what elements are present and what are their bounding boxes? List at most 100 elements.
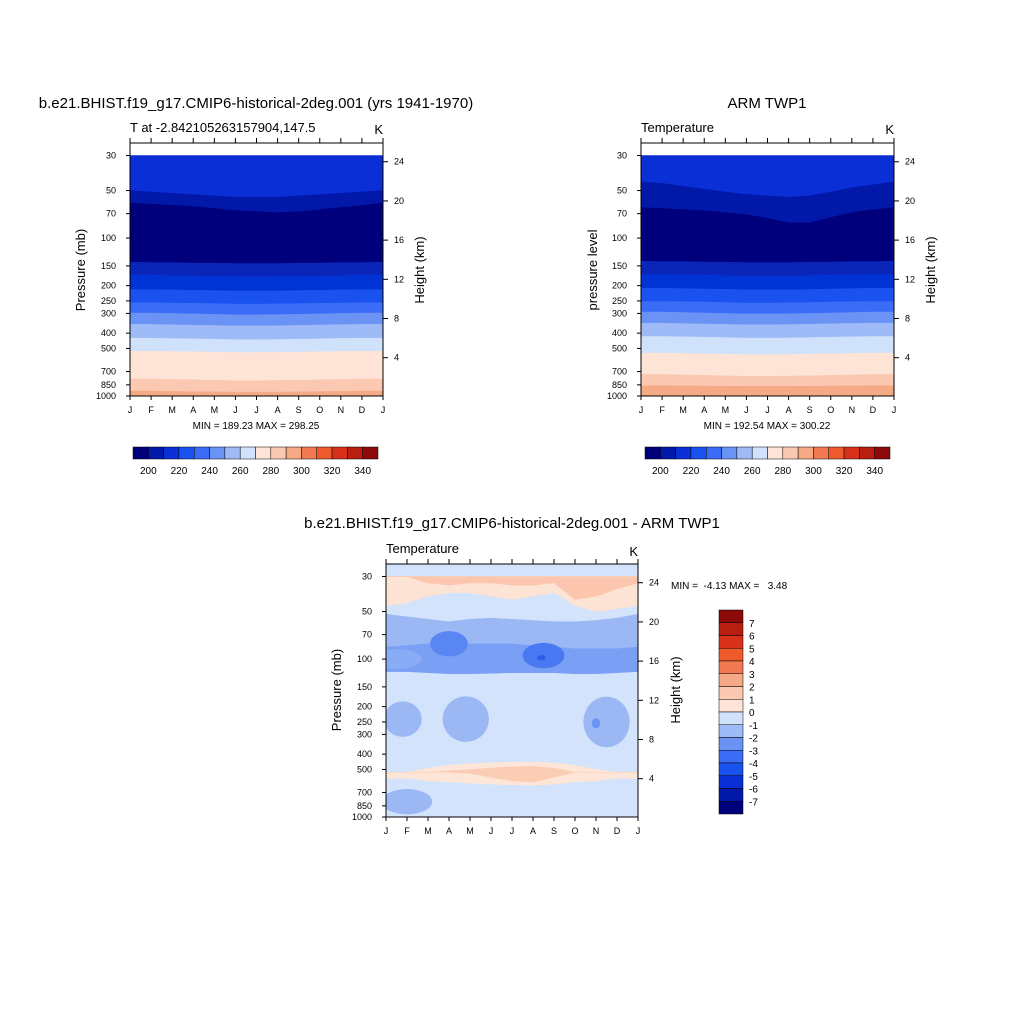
colorbar-swatch: [132, 446, 149, 460]
colorbar-label: 6: [749, 632, 755, 643]
colorbar-swatch: [718, 686, 744, 700]
colorbar-label: 220: [171, 466, 188, 477]
colorbar-swatch: [331, 446, 348, 460]
colorbar-swatch: [797, 446, 814, 460]
y-tick-label: 700: [357, 788, 372, 798]
contour-band: [640, 385, 895, 397]
colorbar-label: 340: [866, 466, 883, 477]
y-right-tick-label: 12: [649, 695, 659, 705]
y-tick-label: 700: [612, 367, 627, 377]
colorbar-swatch: [194, 446, 210, 460]
x-tick-label: J: [636, 826, 641, 836]
contour-band: [129, 324, 384, 340]
y-right-tick-label: 12: [905, 274, 915, 284]
contour-band: [129, 155, 384, 198]
y-tick-label: 70: [106, 209, 116, 219]
colorbar-label: 260: [744, 466, 761, 477]
y-right-tick-label: 4: [394, 353, 399, 363]
colorbar-label: 300: [805, 466, 822, 477]
colorbar-label: 260: [232, 466, 249, 477]
min-max-label: MIN = 189.23 MAX = 298.25: [193, 421, 320, 432]
colorbar-label: 0: [749, 708, 755, 719]
colorbar-label: -6: [749, 785, 758, 796]
x-tick-label: M: [211, 405, 219, 415]
colorbar-swatch: [718, 801, 744, 815]
panel-units: K: [629, 544, 638, 559]
contour-plot: [129, 155, 384, 397]
colorbar-swatch: [751, 446, 768, 460]
y-right-tick-label: 8: [905, 314, 910, 324]
y-tick-label: 850: [612, 380, 627, 390]
contour-blob: [386, 648, 422, 670]
y-tick-label: 200: [101, 281, 116, 291]
contour-blob: [442, 696, 489, 742]
colorbar-swatch: [706, 446, 722, 460]
colorbar-swatch: [874, 446, 891, 460]
y-tick-label: 400: [612, 328, 627, 338]
x-tick-label: D: [359, 405, 366, 415]
contour-band: [386, 766, 638, 783]
y-axis-label: Pressure (mb): [329, 649, 344, 731]
colorbar-label: 320: [836, 466, 853, 477]
panel-title: b.e21.BHIST.f19_g17.CMIP6-historical-2de…: [304, 515, 720, 532]
x-tick-label: M: [424, 826, 432, 836]
colorbar-swatch: [270, 446, 287, 460]
x-tick-label: J: [639, 405, 644, 415]
colorbar-label: -7: [749, 797, 758, 808]
min-max-label: MIN = -4.13 MAX = 3.48: [671, 581, 788, 592]
colorbar-swatch: [828, 446, 845, 460]
x-tick-label: A: [190, 405, 196, 415]
colorbar-swatch: [178, 446, 195, 460]
y-tick-label: 50: [362, 607, 372, 617]
y-tick-label: 30: [617, 151, 627, 161]
colorbar-swatch: [644, 446, 661, 460]
colorbar-label: -3: [749, 746, 758, 757]
contour-blob: [583, 696, 630, 748]
y-axis-right-label: Height (km): [668, 656, 683, 723]
y-right-tick-label: 16: [394, 235, 404, 245]
colorbar-swatch: [224, 446, 241, 460]
y-tick-label: 150: [357, 682, 372, 692]
contour-plot: [385, 564, 639, 817]
y-tick-label: 400: [101, 328, 116, 338]
colorbar-label: 220: [683, 466, 700, 477]
panel-units: K: [374, 122, 383, 137]
colorbar-swatch: [721, 446, 738, 460]
y-tick-label: 150: [101, 261, 116, 271]
colorbar-swatch: [718, 724, 744, 738]
panel-subtitle-left: T at -2.842105263157904,147.5: [130, 120, 316, 135]
colorbar-swatch: [285, 446, 302, 460]
y-right-tick-label: 4: [905, 353, 910, 363]
y-tick-label: 1000: [607, 391, 627, 401]
colorbar-swatch: [718, 762, 744, 776]
colorbar-swatch: [347, 446, 363, 460]
contour-band: [640, 311, 895, 326]
colorbar-swatch: [718, 660, 744, 674]
x-tick-label: J: [892, 405, 897, 415]
contour-band: [129, 202, 384, 264]
y-tick-label: 30: [106, 151, 116, 161]
colorbar-swatch: [209, 446, 226, 460]
y-tick-label: 70: [617, 209, 627, 219]
y-tick-label: 200: [612, 281, 627, 291]
x-tick-label: J: [384, 826, 389, 836]
colorbar-swatch: [782, 446, 799, 460]
y-tick-label: 250: [612, 296, 627, 306]
contour-blob: [386, 701, 422, 737]
contour-blob: [591, 718, 601, 729]
x-tick-label: M: [722, 405, 730, 415]
colorbar-label: 200: [140, 466, 157, 477]
contour-band: [640, 322, 895, 339]
panel-subtitle-left: Temperature: [641, 120, 714, 135]
y-tick-label: 150: [612, 261, 627, 271]
y-tick-label: 300: [357, 729, 372, 739]
y-right-tick-label: 8: [394, 314, 399, 324]
colorbar-label: -4: [749, 759, 758, 770]
y-right-tick-label: 24: [905, 157, 915, 167]
contour-band: [129, 378, 384, 393]
x-tick-label: A: [786, 405, 792, 415]
colorbar-swatch: [660, 446, 676, 460]
contour-blob: [386, 789, 433, 815]
y-axis-label: pressure level: [585, 229, 600, 310]
